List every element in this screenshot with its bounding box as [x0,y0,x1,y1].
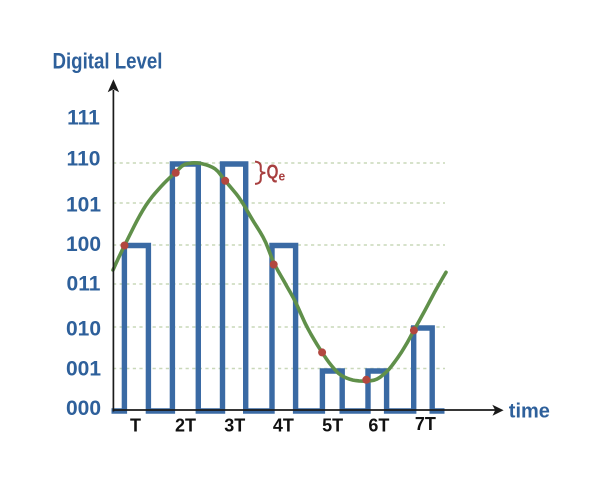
svg-text:101: 101 [66,194,101,217]
svg-text:4T: 4T [273,415,294,435]
svg-text:T: T [130,415,141,435]
svg-text:5T: 5T [322,415,343,435]
svg-text:Digital Level: Digital Level [53,49,163,74]
svg-text:100: 100 [66,233,101,256]
svg-text:001: 001 [66,357,101,380]
svg-text:111: 111 [67,107,100,130]
svg-text:e: e [279,168,286,183]
svg-text:7T: 7T [415,414,436,434]
svg-text:000: 000 [66,397,101,420]
svg-text:010: 010 [66,318,101,341]
svg-text:011: 011 [67,273,101,296]
svg-text:2T: 2T [175,415,196,435]
svg-text:Q: Q [267,161,279,183]
svg-text:time: time [509,401,550,423]
svg-text:3T: 3T [224,415,245,435]
svg-text:110: 110 [67,148,101,171]
svg-text:6T: 6T [368,415,389,435]
